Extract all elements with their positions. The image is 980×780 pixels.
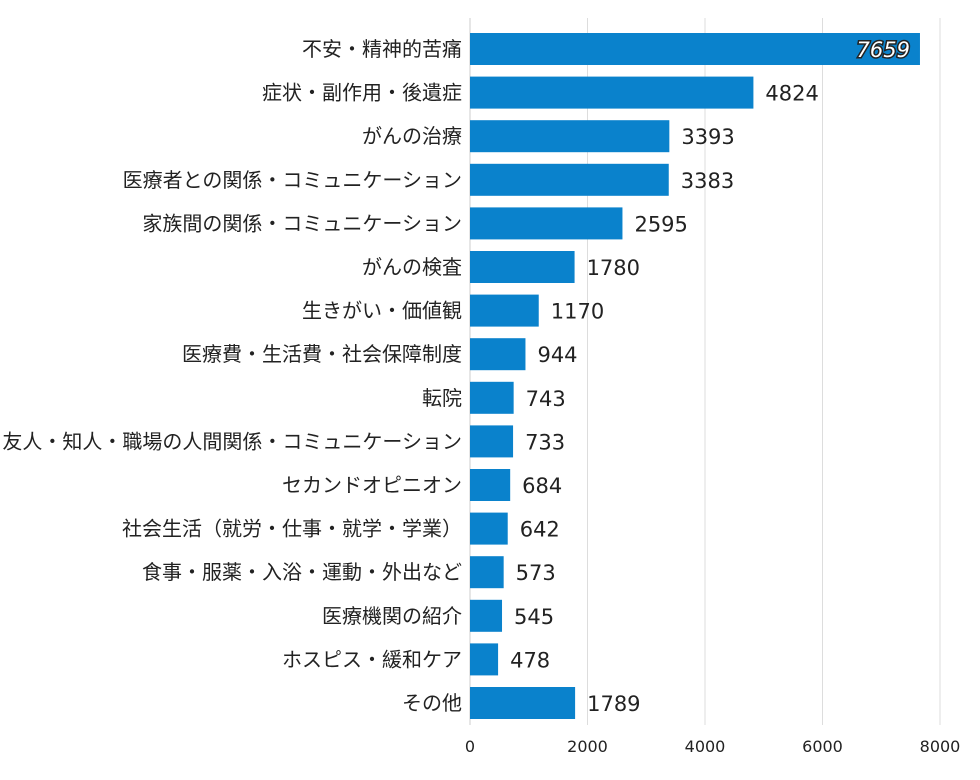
category-label: 不安・精神的苦痛 <box>302 37 462 61</box>
category-label: 家族間の関係・コミュニケーション <box>142 211 462 235</box>
category-label: セカンドオピニオン <box>282 473 462 497</box>
bar <box>470 33 920 65</box>
data-label: 545 <box>514 605 554 629</box>
data-label: 7659 <box>857 38 910 62</box>
x-tick-label: 8000 <box>920 737 961 756</box>
category-label: 社会生活（就労・仕事・就学・学業） <box>122 517 462 541</box>
data-label: 3383 <box>681 169 734 193</box>
bar <box>470 338 526 371</box>
data-label: 733 <box>525 430 565 454</box>
category-label: 医療費・生活費・社会保障制度 <box>182 342 462 366</box>
category-label: 生きがい・価値観 <box>302 299 462 323</box>
data-label: 642 <box>520 518 560 542</box>
bar <box>470 163 669 196</box>
category-label: 医療者との関係・コミュニケーション <box>123 168 462 192</box>
category-label: ホスピス・緩和ケア <box>282 647 462 671</box>
bar <box>470 512 508 545</box>
data-label: 478 <box>510 648 550 672</box>
bar <box>470 381 514 414</box>
data-label: 684 <box>522 474 562 498</box>
category-label: 症状・副作用・後遺症 <box>262 81 462 105</box>
x-tick-label: 6000 <box>802 737 843 756</box>
x-tick-label: 0 <box>465 737 475 756</box>
bar <box>470 76 754 109</box>
category-label: 医療機関の紹介 <box>322 604 462 628</box>
data-label: 573 <box>516 561 556 585</box>
data-label: 1170 <box>551 300 604 324</box>
category-label: がんの検査 <box>362 255 462 279</box>
data-label: 3393 <box>681 125 734 149</box>
bar <box>470 294 539 327</box>
category-label: 食事・服薬・入浴・運動・外出など <box>142 560 462 584</box>
bar <box>470 643 499 676</box>
x-tick-label: 4000 <box>685 737 726 756</box>
bar-layer <box>470 33 920 719</box>
label-layer: 不安・精神的苦痛 7659 症状・副作用・後遺症 4824 がんの治療 3393 医療者との… <box>2 37 911 717</box>
bar <box>470 425 514 458</box>
x-tick-label: 2000 <box>567 737 608 756</box>
data-label: 1789 <box>587 692 640 716</box>
bar <box>470 599 503 632</box>
bar <box>470 469 511 501</box>
category-label: 転院 <box>422 386 462 410</box>
bar <box>470 687 576 719</box>
bar <box>470 207 623 240</box>
category-label: がんの治療 <box>362 124 462 148</box>
bar <box>470 120 670 153</box>
x-axis-ticks: 0 2000 4000 6000 8000 <box>465 737 960 756</box>
category-label: 友人・知人・職場の人間関係・コミュニケーション <box>2 429 462 453</box>
data-label: 944 <box>537 343 577 367</box>
bar <box>470 556 504 589</box>
data-label: 4824 <box>765 82 818 106</box>
data-label: 743 <box>526 387 566 411</box>
bar <box>470 251 575 283</box>
category-label: その他 <box>402 691 462 715</box>
data-label: 1780 <box>587 256 640 280</box>
data-label: 2595 <box>634 212 687 236</box>
